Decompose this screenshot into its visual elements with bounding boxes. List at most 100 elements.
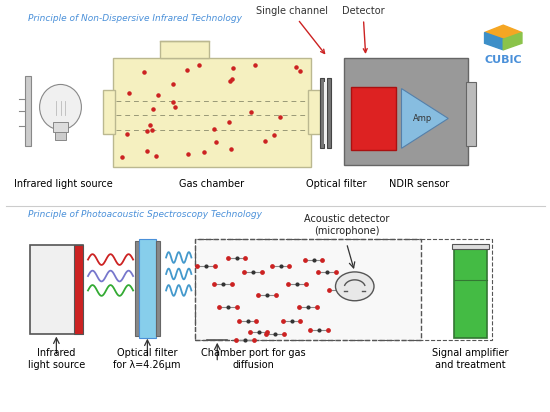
Point — [323, 326, 332, 333]
Text: CUBIC: CUBIC — [485, 55, 522, 65]
Point — [227, 281, 236, 288]
Point — [143, 148, 152, 154]
Point — [224, 304, 233, 310]
Point — [314, 269, 323, 275]
Point — [168, 81, 177, 87]
Bar — [320, 78, 324, 148]
Point — [276, 114, 284, 120]
Point — [232, 337, 240, 343]
Text: Single channel: Single channel — [256, 7, 327, 54]
Text: Detector: Detector — [342, 7, 384, 53]
Text: Principle of Non-Dispersive Infrared Technology: Principle of Non-Dispersive Infrared Tec… — [28, 14, 241, 23]
Point — [285, 262, 294, 269]
Text: Acoustic detector
(microphone): Acoustic detector (microphone) — [304, 214, 389, 236]
Text: Amp: Amp — [413, 114, 432, 123]
Point — [148, 126, 157, 133]
Point — [245, 328, 254, 335]
Point — [300, 256, 309, 263]
Point — [271, 291, 280, 298]
Point — [241, 254, 250, 261]
Point — [318, 256, 327, 263]
Point — [202, 262, 211, 269]
Point — [267, 262, 276, 269]
Text: Chamber port for gas
diffusion: Chamber port for gas diffusion — [201, 348, 305, 370]
Point — [301, 281, 310, 288]
Ellipse shape — [40, 84, 81, 130]
Point — [193, 262, 202, 269]
Point — [210, 281, 218, 288]
Point — [343, 287, 351, 294]
Bar — [454, 249, 487, 338]
Point — [148, 106, 157, 112]
Text: Optical filter: Optical filter — [306, 179, 367, 189]
Bar — [53, 122, 68, 132]
Bar — [156, 241, 160, 336]
Polygon shape — [503, 33, 522, 50]
Text: Principle of Photoacoustic Spectroscopy Technology: Principle of Photoacoustic Spectroscopy … — [28, 210, 261, 219]
Point — [312, 304, 321, 310]
Bar — [344, 58, 468, 165]
Point — [315, 326, 323, 333]
Point — [249, 337, 258, 343]
Text: Optical filter
for λ=4.26µm: Optical filter for λ=4.26µm — [113, 348, 180, 370]
Point — [151, 153, 160, 159]
Point — [262, 330, 271, 337]
Point — [296, 318, 305, 325]
Point — [293, 281, 301, 288]
Point — [215, 304, 224, 310]
Bar — [30, 245, 82, 334]
Bar — [25, 76, 31, 146]
Point — [223, 254, 232, 261]
Point — [240, 337, 249, 343]
Point — [279, 330, 288, 337]
Point — [246, 108, 255, 115]
Point — [168, 98, 177, 105]
Point — [254, 328, 263, 335]
Point — [140, 69, 148, 75]
Bar — [324, 82, 327, 144]
Point — [292, 63, 300, 70]
Point — [262, 291, 271, 298]
Point — [332, 269, 340, 275]
Point — [183, 66, 191, 73]
Point — [323, 269, 332, 275]
Point — [257, 269, 266, 275]
Circle shape — [336, 272, 374, 301]
Point — [199, 149, 208, 155]
Bar — [327, 78, 331, 148]
Point — [252, 318, 261, 325]
Bar — [103, 91, 115, 134]
Point — [210, 125, 219, 132]
Point — [218, 281, 227, 288]
Text: Infrared
light source: Infrared light source — [28, 348, 85, 370]
Point — [251, 62, 260, 68]
Point — [226, 77, 235, 84]
Point — [195, 61, 204, 68]
Point — [334, 287, 343, 294]
Point — [304, 304, 312, 310]
Point — [232, 254, 241, 261]
Text: Gas chamber: Gas chamber — [179, 179, 244, 189]
Point — [123, 131, 131, 137]
Polygon shape — [402, 89, 448, 148]
Point — [228, 65, 237, 71]
Point — [306, 326, 315, 333]
Point — [240, 269, 249, 275]
Point — [118, 154, 127, 161]
Point — [325, 287, 334, 294]
Point — [295, 68, 304, 74]
Text: NDIR sensor: NDIR sensor — [389, 179, 449, 189]
Point — [224, 119, 233, 126]
Point — [284, 281, 293, 288]
Polygon shape — [485, 25, 522, 39]
Bar — [452, 244, 489, 249]
Bar — [351, 87, 396, 150]
Bar — [308, 91, 320, 134]
Point — [211, 262, 219, 269]
Bar — [74, 245, 82, 334]
Bar — [466, 82, 476, 146]
Bar — [113, 58, 311, 167]
Text: Infrared light source: Infrared light source — [14, 179, 113, 189]
Bar — [195, 239, 421, 340]
Point — [243, 318, 252, 325]
